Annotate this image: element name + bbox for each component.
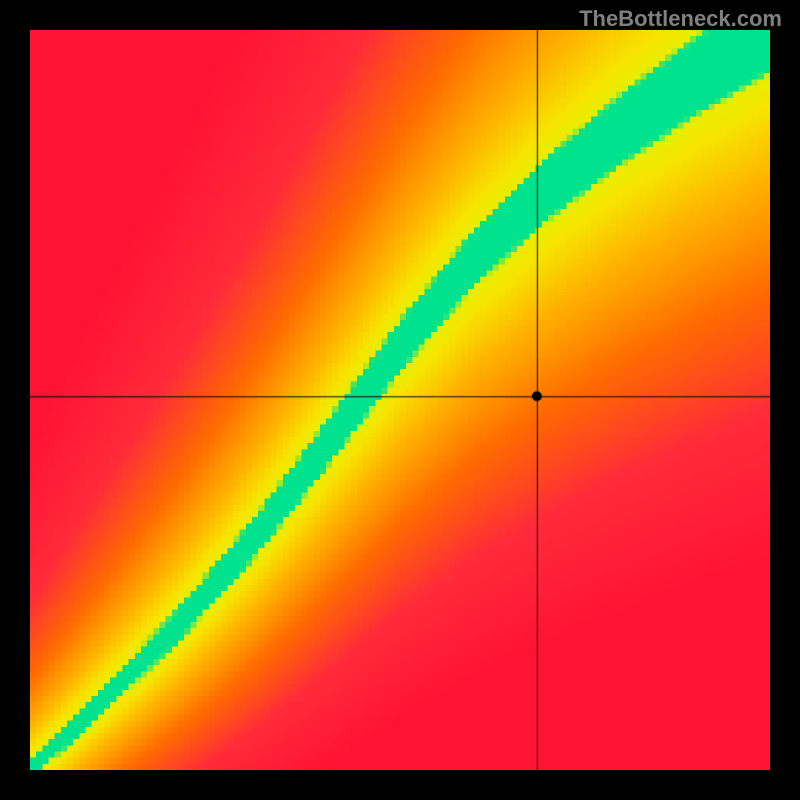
- watermark-text: TheBottleneck.com: [579, 6, 782, 32]
- bottleneck-heatmap: [30, 30, 770, 770]
- chart-container: TheBottleneck.com: [0, 0, 800, 800]
